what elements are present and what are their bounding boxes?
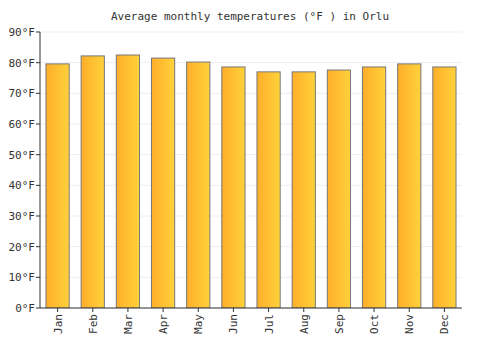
x-tick	[233, 308, 234, 312]
y-axis	[40, 32, 41, 308]
chart-svg: Average monthly temperatures (°F ) in Or…	[0, 0, 500, 350]
x-tick	[303, 308, 304, 312]
x-tick	[198, 308, 199, 312]
x-tick-label: Dec	[438, 314, 451, 334]
chart-container: Average monthly temperatures (°F ) in Or…	[0, 0, 500, 350]
y-tick	[36, 185, 40, 186]
y-tick	[36, 308, 40, 309]
bar	[398, 64, 421, 308]
y-tick-label: 50°F	[9, 149, 36, 162]
x-tick-label: Nov	[403, 314, 416, 334]
y-tick	[36, 32, 40, 33]
y-tick-label: 80°F	[9, 57, 36, 70]
x-tick	[127, 308, 128, 312]
y-tick	[36, 124, 40, 125]
chart-title: Average monthly temperatures (°F ) in Or…	[111, 10, 389, 23]
y-tick-label: 60°F	[9, 118, 36, 131]
x-tick-label: Feb	[87, 314, 100, 334]
bar	[81, 56, 104, 308]
y-tick	[36, 62, 40, 63]
x-tick	[444, 308, 445, 312]
y-tick	[36, 154, 40, 155]
bar	[151, 58, 174, 308]
x-tick-label: May	[192, 314, 205, 334]
grid-line	[40, 308, 462, 309]
x-tick	[57, 308, 58, 312]
x-tick-label: Apr	[157, 314, 170, 334]
y-tick	[36, 277, 40, 278]
y-tick-label: 30°F	[9, 210, 36, 223]
x-tick-label: Jan	[52, 314, 65, 334]
x-axis	[40, 308, 462, 309]
bar	[362, 67, 385, 308]
x-tick	[409, 308, 410, 312]
x-tick-label: Oct	[368, 314, 381, 334]
x-tick-label: Jul	[263, 314, 276, 334]
x-tick-label: Aug	[298, 314, 311, 334]
y-tick-label: 10°F	[9, 271, 36, 284]
bar	[116, 55, 139, 308]
y-tick	[36, 93, 40, 94]
bars	[46, 55, 456, 308]
x-tick-label: Jun	[227, 314, 240, 334]
bar	[222, 67, 245, 308]
x-tick	[374, 308, 375, 312]
bar	[292, 72, 315, 308]
bar	[433, 67, 456, 308]
x-tick-label: Sep	[333, 314, 346, 334]
x-tick	[163, 308, 164, 312]
x-tick	[338, 308, 339, 312]
bar	[327, 70, 350, 308]
y-tick-label: 70°F	[9, 87, 36, 100]
x-tick	[268, 308, 269, 312]
y-tick-label: 20°F	[9, 241, 36, 254]
grid-line	[40, 32, 462, 33]
bar	[187, 62, 210, 308]
y-tick	[36, 216, 40, 217]
x-tick	[92, 308, 93, 312]
y-tick	[36, 246, 40, 247]
bar	[46, 64, 69, 308]
y-tick-label: 40°F	[9, 179, 36, 192]
y-tick-label: 90°F	[9, 26, 36, 39]
x-tick-label: Mar	[122, 314, 135, 334]
y-tick-label: 0°F	[15, 302, 35, 315]
bar	[257, 72, 280, 308]
